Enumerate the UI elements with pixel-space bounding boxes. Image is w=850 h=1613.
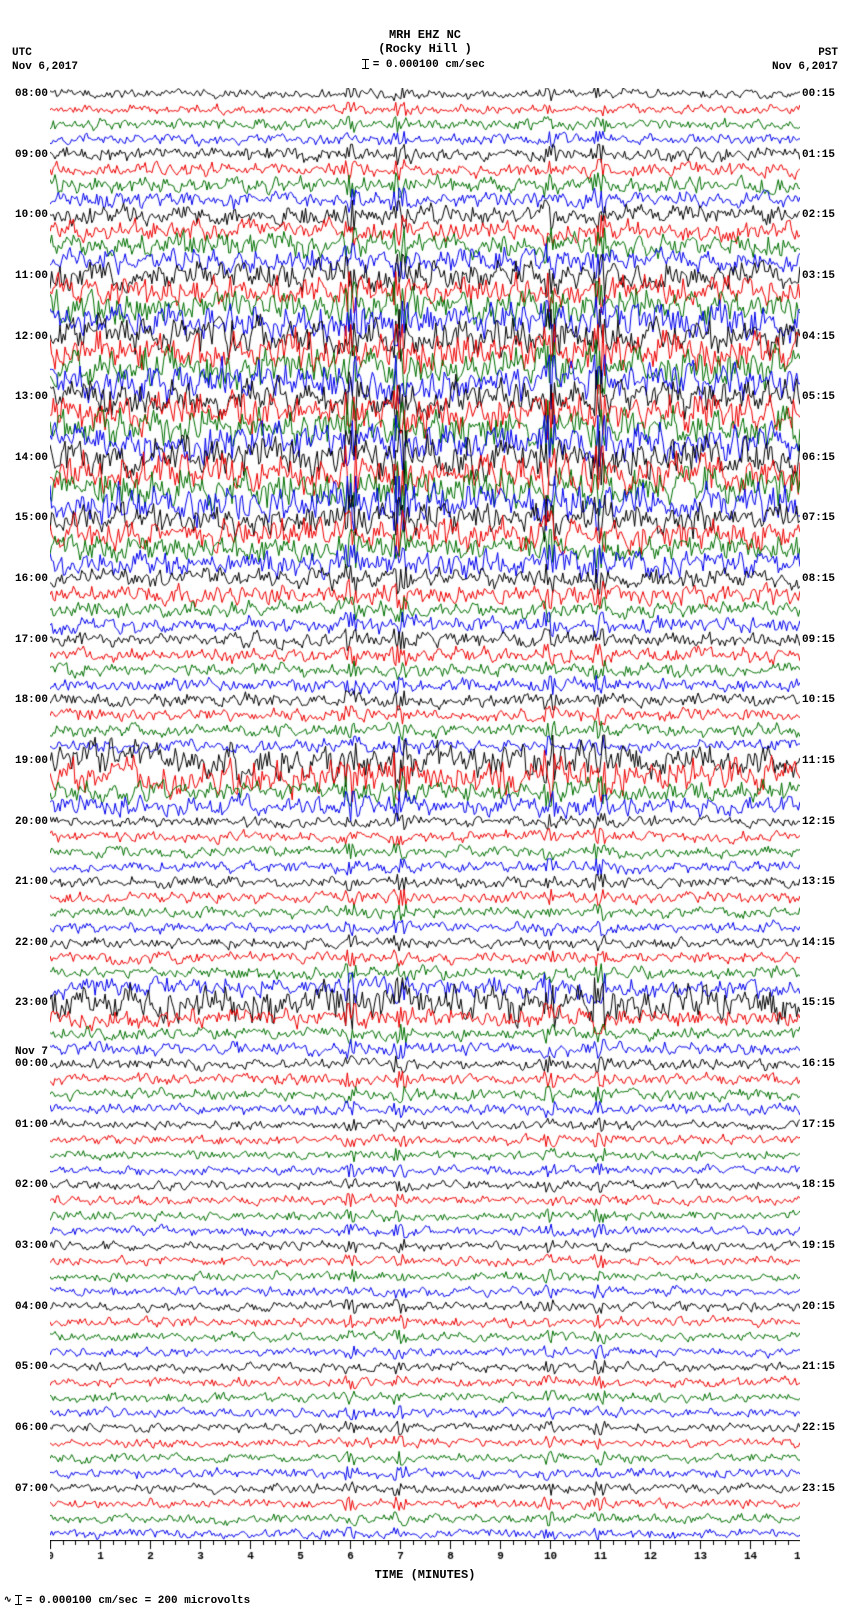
left-hour-label: 09:00	[15, 149, 50, 161]
right-hour-label: 12:15	[800, 816, 835, 828]
right-hour-label: 10:15	[800, 694, 835, 706]
right-hour-label: 22:15	[800, 1422, 835, 1434]
right-hour-label: 20:15	[800, 1301, 835, 1313]
footer-scale-text: = 0.000100 cm/sec = 200 microvolts	[26, 1595, 250, 1607]
right-hour-label: 05:15	[800, 391, 835, 403]
x-axis: TIME (MINUTES)	[50, 1540, 800, 1590]
right-hour-label: 23:15	[800, 1483, 835, 1495]
left-hour-label: 10:00	[15, 209, 50, 221]
left-hour-label: 00:00	[15, 1058, 50, 1070]
left-hour-label: 11:00	[15, 270, 50, 282]
right-hour-label: 03:15	[800, 270, 835, 282]
header: MRH EHZ NC (Rocky Hill ) = 0.000100 cm/s…	[0, 0, 850, 72]
left-hour-label: 01:00	[15, 1119, 50, 1131]
right-hour-label: 17:15	[800, 1119, 835, 1131]
right-hour-label: 14:15	[800, 937, 835, 949]
right-hour-label: 13:15	[800, 876, 835, 888]
left-hour-label: 14:00	[15, 452, 50, 464]
right-hour-label: 15:15	[800, 997, 835, 1009]
tz-left-label: UTC	[12, 46, 78, 60]
right-hour-label: 07:15	[800, 512, 835, 524]
left-hour-label: 04:00	[15, 1301, 50, 1313]
right-hour-label: 09:15	[800, 634, 835, 646]
left-hour-label: 16:00	[15, 573, 50, 585]
footer-tilde: ∿	[4, 1595, 12, 1605]
right-hour-label: 02:15	[800, 209, 835, 221]
right-hour-label: 11:15	[800, 755, 835, 767]
right-hour-label: 08:15	[800, 573, 835, 585]
footer-scale-bar-icon	[18, 1595, 19, 1605]
left-hour-label: 15:00	[15, 512, 50, 524]
right-hour-label: 16:15	[800, 1058, 835, 1070]
tz-right-label: PST	[772, 46, 838, 60]
seismogram-canvas	[50, 88, 800, 1540]
right-hour-label: 21:15	[800, 1361, 835, 1373]
station-name: (Rocky Hill )	[0, 42, 850, 56]
left-hour-label: 06:00	[15, 1422, 50, 1434]
left-hour-label: 03:00	[15, 1240, 50, 1252]
date-left-label: Nov 6,2017	[12, 60, 78, 74]
y-date-label: Nov 7	[15, 1046, 50, 1058]
right-hour-label: 01:15	[800, 149, 835, 161]
scale-legend-text: = 0.000100 cm/sec	[373, 59, 485, 71]
left-hour-label: 18:00	[15, 694, 50, 706]
date-right-label: Nov 6,2017	[772, 60, 838, 74]
scale-bar-icon	[365, 59, 366, 69]
footer-scale: ∿ = 0.000100 cm/sec = 200 microvolts	[4, 1595, 250, 1607]
seismogram-page: MRH EHZ NC (Rocky Hill ) = 0.000100 cm/s…	[0, 0, 850, 1613]
left-hour-label: 05:00	[15, 1361, 50, 1373]
top-left-labels: UTC Nov 6,2017	[12, 46, 78, 74]
right-hour-label: 19:15	[800, 1240, 835, 1252]
left-hour-label: 21:00	[15, 876, 50, 888]
left-hour-label: 20:00	[15, 816, 50, 828]
top-right-labels: PST Nov 6,2017	[772, 46, 838, 74]
right-hour-label: 18:15	[800, 1179, 835, 1191]
scale-legend-line: = 0.000100 cm/sec	[0, 58, 850, 72]
right-hour-label: 06:15	[800, 452, 835, 464]
left-hour-label: 23:00	[15, 997, 50, 1009]
seismogram-plot: 08:0009:0010:0011:0012:0013:0014:0015:00…	[50, 88, 800, 1540]
left-hour-label: 19:00	[15, 755, 50, 767]
left-hour-label: 22:00	[15, 937, 50, 949]
left-hour-label: 08:00	[15, 88, 50, 100]
left-hour-label: 02:00	[15, 1179, 50, 1191]
right-hour-label: 00:15	[800, 88, 835, 100]
left-hour-label: 17:00	[15, 634, 50, 646]
x-axis-canvas	[50, 1540, 800, 1570]
left-hour-label: 13:00	[15, 391, 50, 403]
left-hour-label: 12:00	[15, 331, 50, 343]
right-hour-label: 04:15	[800, 331, 835, 343]
left-hour-label: 07:00	[15, 1483, 50, 1495]
x-axis-title: TIME (MINUTES)	[50, 1568, 800, 1582]
station-code: MRH EHZ NC	[0, 28, 850, 42]
